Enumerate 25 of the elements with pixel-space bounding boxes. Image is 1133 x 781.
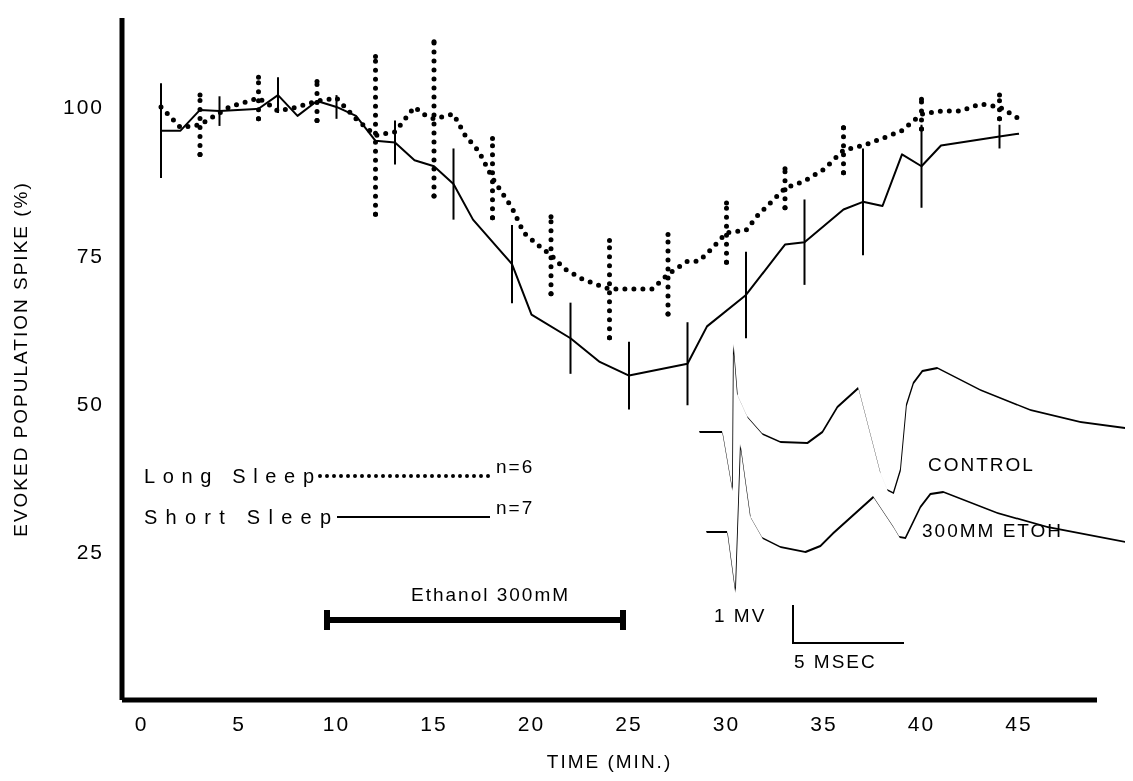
x-tick-label: 25 bbox=[615, 711, 643, 735]
annotation: Ethanol 300mM bbox=[411, 584, 571, 606]
annotation: n=7 bbox=[496, 497, 535, 519]
x-tick-label: 30 bbox=[712, 711, 741, 735]
x-tick-label: 40 bbox=[907, 711, 936, 735]
legend-label: Short Sleep bbox=[144, 506, 331, 528]
legend-label: Long Sleep bbox=[144, 465, 314, 487]
annotation: CONTROL bbox=[928, 454, 1035, 476]
annotation: 1 MV bbox=[714, 605, 767, 627]
y-tick-label: 50 bbox=[76, 391, 104, 415]
x-tick-label: 10 bbox=[322, 711, 351, 735]
y-tick-label: 25 bbox=[76, 540, 104, 564]
y-axis-title: EVOKED POPULATION SPIKE (%) bbox=[9, 181, 31, 537]
y-tick-label: 75 bbox=[76, 243, 104, 267]
annotation: 5 MSEC bbox=[794, 651, 877, 673]
x-tick-label: 35 bbox=[810, 711, 838, 735]
x-tick-label: 0 bbox=[134, 711, 149, 735]
x-tick-label: 20 bbox=[517, 711, 546, 735]
x-tick-label: 15 bbox=[420, 711, 448, 735]
x-tick-label: 5 bbox=[232, 711, 246, 735]
x-tick-label: 45 bbox=[1005, 711, 1033, 735]
annotation: 300MM ETOH bbox=[922, 520, 1064, 542]
y-tick-label: 100 bbox=[62, 95, 104, 119]
annotation: n=6 bbox=[496, 456, 535, 478]
x-axis-title: TIME (MIN.) bbox=[546, 751, 673, 772]
